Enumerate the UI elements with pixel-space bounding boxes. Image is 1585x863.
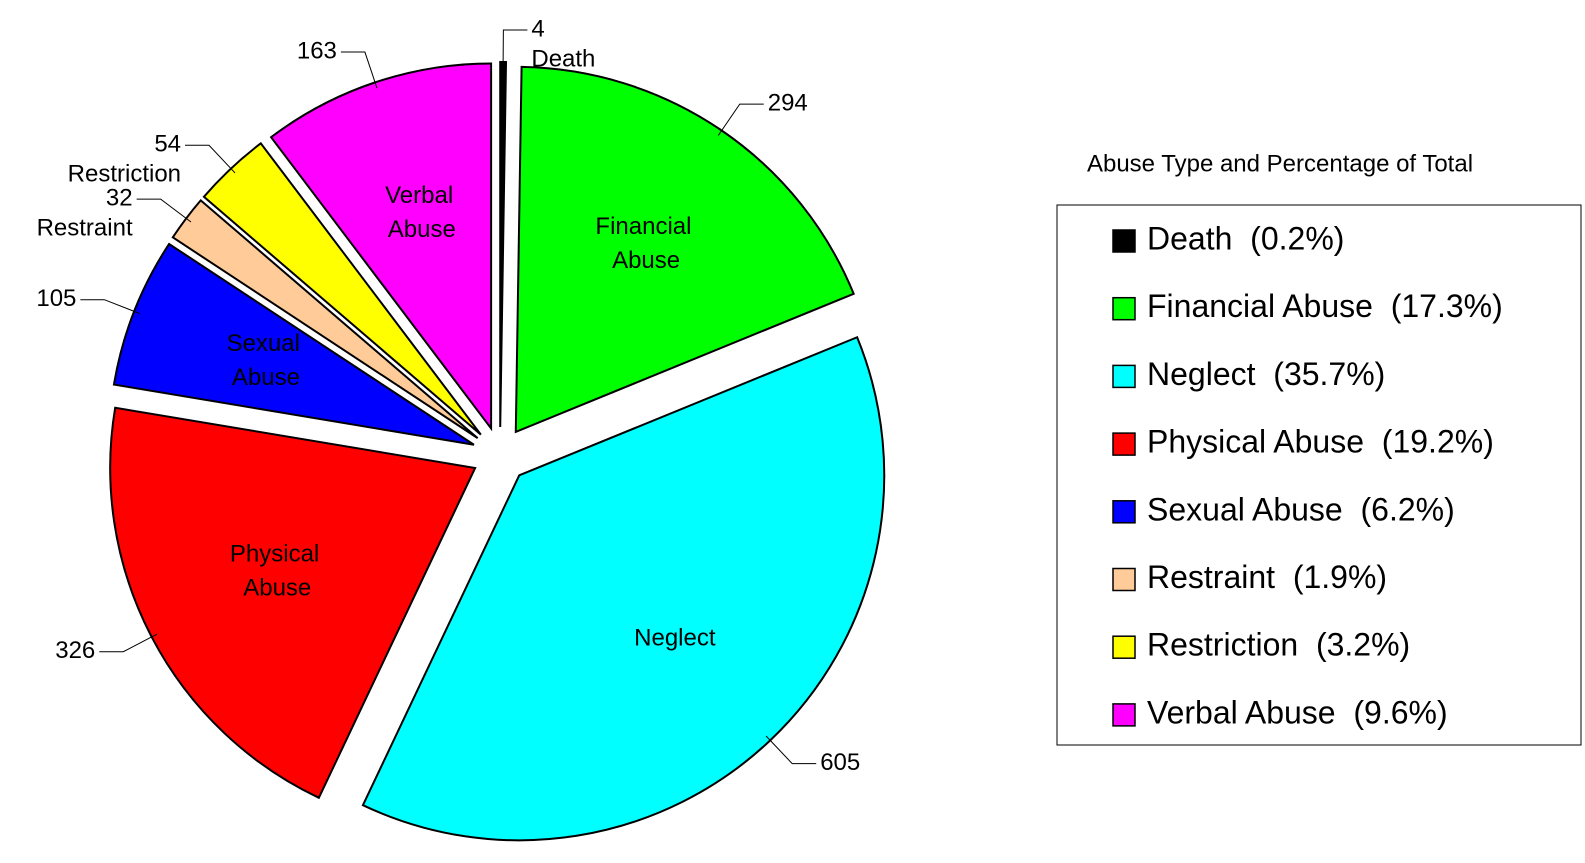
slice-label: Restriction xyxy=(68,161,181,188)
leader-line xyxy=(717,103,764,136)
leader-line xyxy=(185,144,236,174)
slice-label: Physical Abuse xyxy=(230,541,319,602)
data-label: 105 xyxy=(36,285,76,312)
leader-line xyxy=(80,299,140,315)
data-label: 326 xyxy=(55,637,95,664)
legend-label: Sexual Abuse (6.2%) xyxy=(1147,491,1455,527)
data-label: 4 xyxy=(531,15,544,42)
legend-label: Death (0.2%) xyxy=(1147,220,1344,256)
legend-label: Restriction (3.2%) xyxy=(1147,627,1410,663)
pie-slice xyxy=(499,61,508,428)
data-label: 54 xyxy=(154,131,181,158)
leader-line xyxy=(765,735,817,765)
leader-line xyxy=(340,51,378,89)
data-label: 605 xyxy=(820,749,860,776)
data-label: 294 xyxy=(768,89,808,116)
slice-label: Financial Abuse xyxy=(595,213,691,274)
legend-label: Financial Abuse (17.3%) xyxy=(1147,288,1503,324)
legend-swatch xyxy=(1112,364,1136,389)
leader-line xyxy=(99,633,158,653)
legend-title: Abuse Type and Percentage of Total xyxy=(1087,150,1473,177)
legend-label: Restraint (1.9%) xyxy=(1147,559,1387,595)
legend-label: Physical Abuse (19.2%) xyxy=(1147,424,1494,460)
legend-swatch xyxy=(1112,229,1136,253)
legend-swatch xyxy=(1112,432,1136,456)
legend-swatch xyxy=(1112,296,1136,321)
data-label: 163 xyxy=(297,37,337,64)
legend-label: Neglect (35.7%) xyxy=(1147,356,1385,392)
slice-label: Restraint xyxy=(37,215,133,242)
legend-swatch xyxy=(1112,567,1136,592)
legend-swatch xyxy=(1112,703,1136,727)
slice-label: Neglect xyxy=(634,625,716,652)
leader-line xyxy=(502,29,528,69)
leader-line xyxy=(136,198,192,223)
slice-label: Sexual Abuse xyxy=(227,330,300,391)
data-label: 32 xyxy=(106,185,133,212)
legend-box xyxy=(1056,204,1582,746)
slice-label: Verbal Abuse xyxy=(382,182,455,243)
legend-label: Verbal Abuse (9.6%) xyxy=(1147,694,1448,730)
legend-swatch xyxy=(1112,500,1136,524)
legend-swatch xyxy=(1112,635,1136,659)
